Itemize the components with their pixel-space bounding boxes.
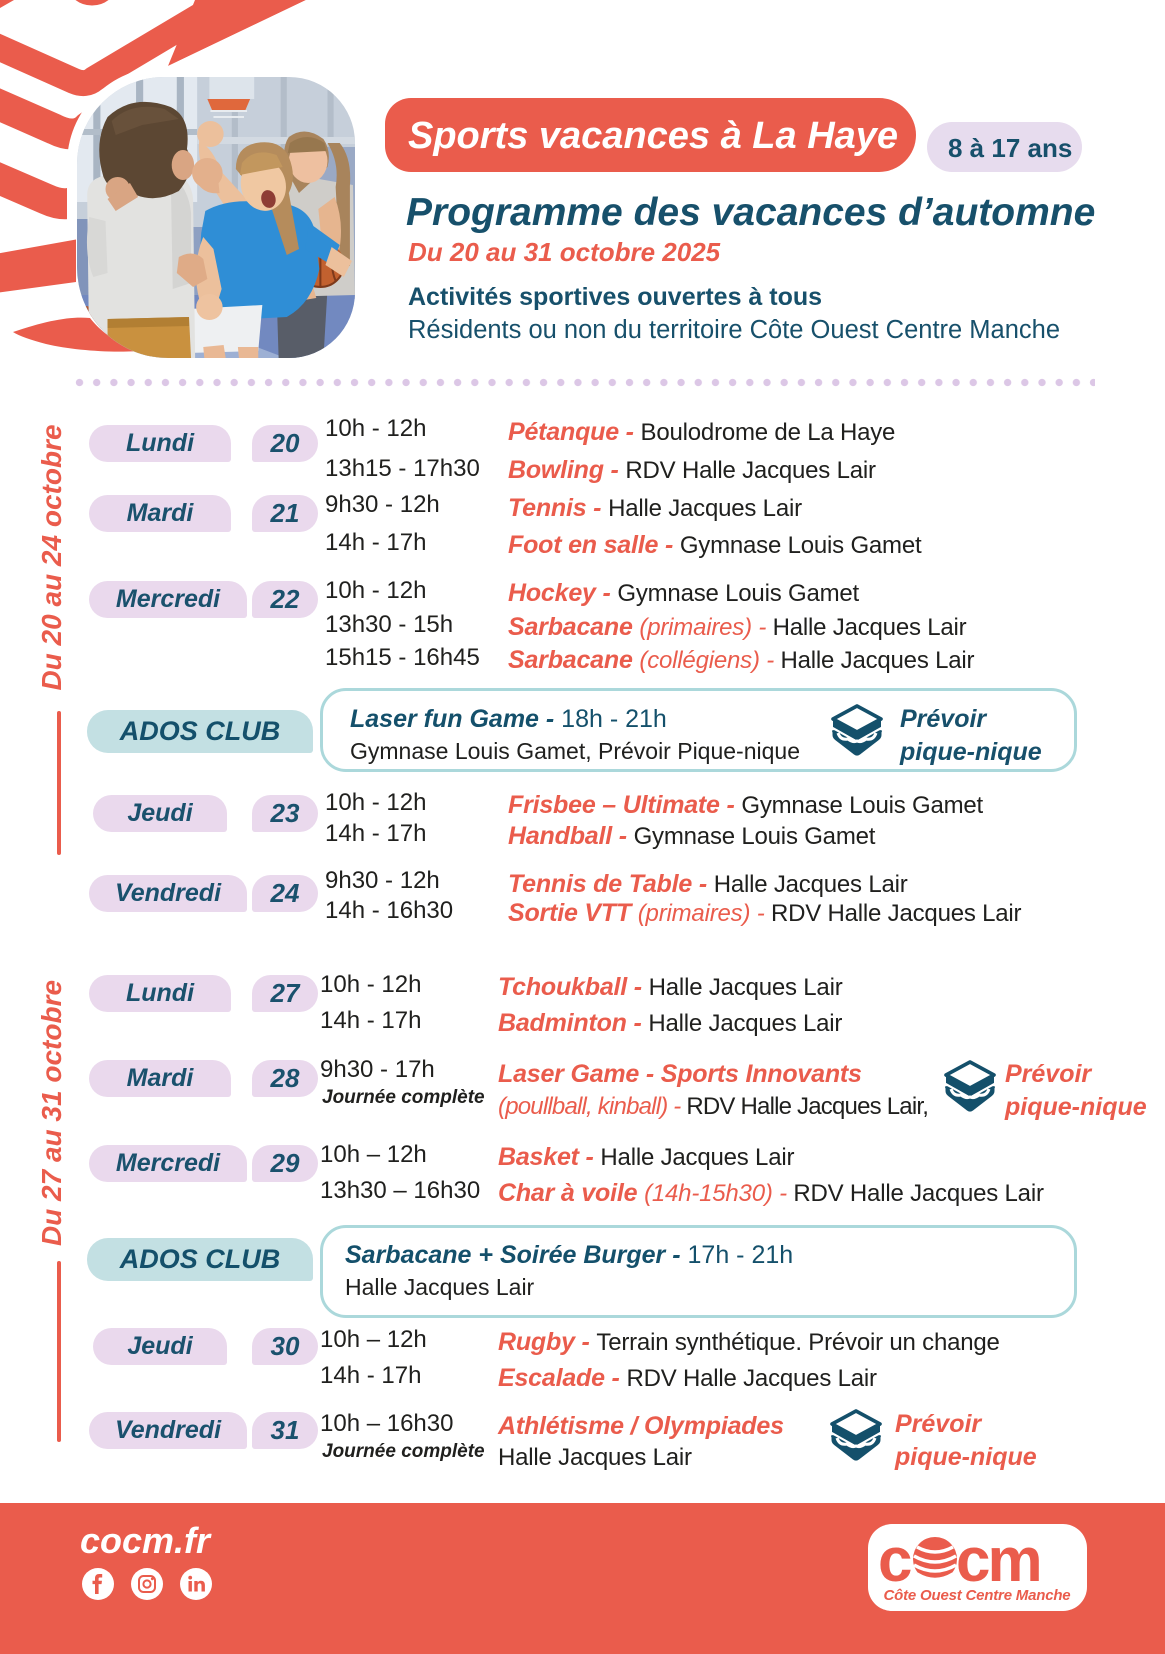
svg-text:Côte Ouest Centre Manche: Côte Ouest Centre Manche bbox=[884, 1587, 1071, 1604]
svg-text:cm: cm bbox=[956, 1526, 1040, 1595]
svg-text:c: c bbox=[878, 1526, 911, 1595]
